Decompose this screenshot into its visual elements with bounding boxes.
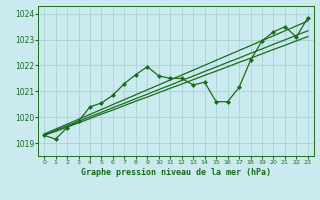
X-axis label: Graphe pression niveau de la mer (hPa): Graphe pression niveau de la mer (hPa): [81, 168, 271, 177]
